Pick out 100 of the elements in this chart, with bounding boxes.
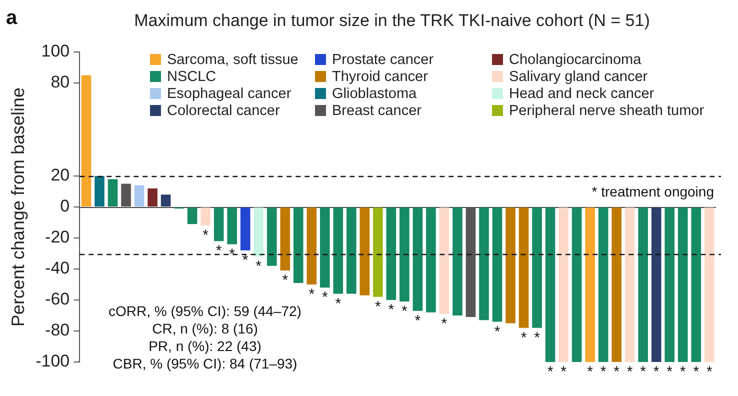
data-label: *	[494, 323, 500, 340]
data-label: *	[614, 364, 620, 381]
annotation: * treatment ongoing	[592, 184, 714, 200]
data-label: *	[666, 364, 673, 381]
data-label: *	[414, 312, 421, 330]
legend-label: Head and neck cancer	[509, 86, 654, 102]
bar	[254, 208, 264, 257]
data-label: *	[202, 227, 209, 244]
data-label: *	[706, 364, 712, 381]
y-tick-label: 80	[50, 72, 70, 92]
bar	[200, 208, 210, 226]
y-tick-label: -80	[45, 320, 70, 340]
bar	[506, 208, 516, 324]
bar	[585, 208, 595, 362]
bar	[160, 194, 171, 206]
data-label: *	[534, 330, 540, 347]
y-tick-label: 100	[41, 42, 70, 61]
data-label: *	[587, 364, 594, 381]
data-label: *	[520, 330, 527, 347]
bar	[412, 208, 423, 311]
bar	[678, 208, 688, 362]
bar	[532, 208, 542, 328]
bar	[227, 208, 237, 244]
legend-label: Peripheral nerve sheath tumor	[509, 102, 704, 118]
y-tick-label: -100	[36, 352, 70, 371]
bar	[612, 208, 622, 362]
bar	[94, 176, 104, 206]
data-label: *	[242, 252, 248, 270]
data-label: *	[229, 246, 236, 263]
bar	[452, 208, 462, 316]
bar	[466, 208, 476, 318]
chart-title: Maximum change in tumor size in the TRK TKI-naive cohort (N = 51)	[134, 11, 650, 30]
bar	[134, 185, 144, 206]
bar	[108, 179, 118, 206]
bar	[704, 208, 714, 362]
bar	[572, 208, 582, 362]
bar	[545, 208, 556, 362]
legend-label: Colorectal cancer	[167, 102, 280, 118]
bar	[558, 208, 568, 362]
bar	[360, 208, 370, 296]
data-label: *	[640, 364, 646, 381]
data-label: *	[693, 364, 700, 381]
legend-label: Salivary gland cancer	[509, 68, 648, 84]
bar	[214, 208, 224, 242]
annotation: cORR, % (95% CI): 59 (44–72)	[108, 303, 302, 319]
bar	[492, 208, 502, 322]
data-label: *	[680, 364, 686, 381]
bar	[346, 208, 356, 294]
data-label: *	[626, 364, 633, 381]
legend-label: Breast cancer	[332, 102, 422, 118]
legend-label: Cholangiocarcinoma	[509, 52, 642, 68]
y-tick-label: -60	[45, 290, 70, 309]
bar	[598, 208, 608, 362]
annotation: CR, n (%): 8 (16)	[152, 320, 258, 336]
bar	[333, 208, 344, 294]
bar	[518, 208, 529, 328]
y-tick-label: -20	[45, 228, 70, 247]
data-label: *	[600, 364, 606, 381]
bar	[121, 184, 131, 206]
data-label: *	[560, 364, 567, 381]
y-tick-label: -40	[45, 258, 70, 278]
bar	[664, 208, 675, 362]
bar	[293, 208, 304, 283]
bar	[479, 208, 489, 320]
bar	[81, 75, 92, 206]
bar	[240, 208, 250, 250]
bar	[439, 208, 450, 314]
legend-label: Glioblastoma	[332, 86, 417, 102]
bar	[638, 208, 648, 362]
bar	[280, 208, 290, 271]
legend-label: Esophageal cancer	[167, 86, 292, 102]
annotation: CBR, % (95% CI): 84 (71–93)	[112, 356, 298, 372]
bar	[187, 208, 198, 224]
bar	[426, 208, 436, 312]
data-label: *	[388, 302, 394, 319]
legend-label: Thyroid cancer	[332, 68, 428, 84]
data-label: *	[653, 364, 660, 381]
bar	[691, 208, 702, 362]
data-label: *	[322, 289, 328, 306]
bar	[266, 208, 277, 266]
text: a	[6, 7, 18, 29]
data-label: *	[375, 298, 382, 316]
y-axis-title: Percent change from baseline	[8, 87, 28, 327]
y-tick-label: 20	[50, 166, 70, 185]
bar	[148, 188, 158, 206]
bar	[320, 208, 330, 288]
y-tick-label: 0	[60, 196, 70, 216]
data-label: *	[547, 364, 554, 381]
data-label: *	[335, 295, 342, 312]
bar	[651, 208, 662, 362]
data-label: *	[308, 286, 315, 304]
data-label: *	[282, 272, 288, 290]
data-label: *	[256, 258, 262, 276]
bar	[400, 208, 410, 302]
legend-label: NSCLC	[167, 68, 216, 84]
bar	[373, 208, 383, 297]
data-label: *	[402, 303, 408, 320]
data-label: *	[441, 316, 448, 333]
legend-label: Prostate cancer	[332, 52, 434, 68]
annotation: PR, n (%): 22 (43)	[148, 338, 262, 354]
